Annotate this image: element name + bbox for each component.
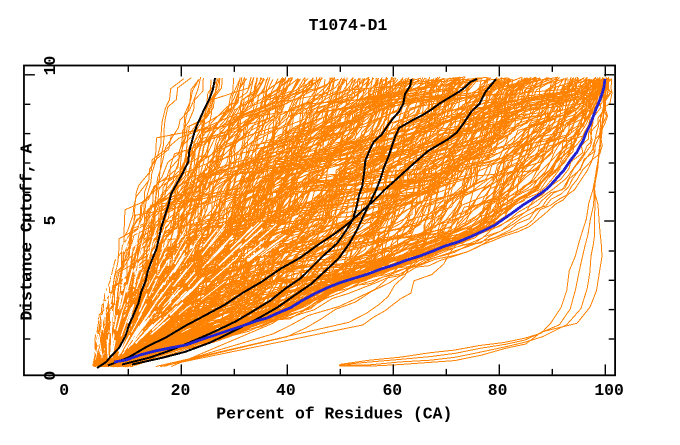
svg-text:5: 5 [41, 216, 60, 226]
svg-text:80: 80 [488, 381, 508, 400]
svg-text:Percent of Residues (CA): Percent of Residues (CA) [216, 405, 452, 424]
svg-text:0: 0 [59, 381, 69, 400]
svg-text:10: 10 [41, 56, 60, 76]
svg-text:0: 0 [41, 371, 60, 381]
svg-text:Distance Cutoff, A: Distance Cutoff, A [18, 143, 37, 320]
svg-text:20: 20 [171, 381, 191, 400]
svg-text:100: 100 [594, 381, 624, 400]
svg-text:60: 60 [382, 381, 402, 400]
svg-text:T1074-D1: T1074-D1 [309, 16, 388, 35]
svg-text:40: 40 [276, 381, 296, 400]
